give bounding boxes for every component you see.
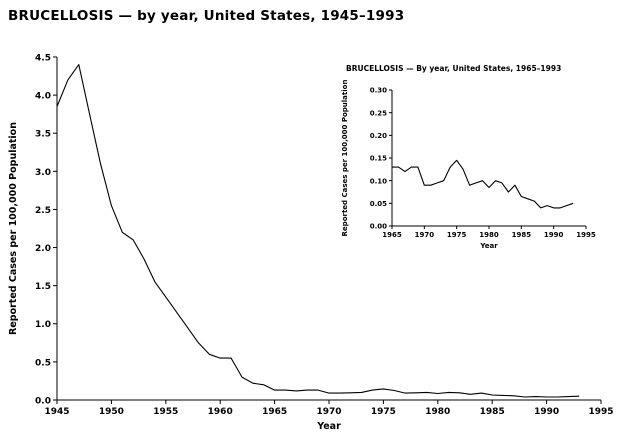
svg-text:4.0: 4.0 <box>35 92 51 102</box>
svg-text:1960: 1960 <box>208 407 233 417</box>
svg-text:1950: 1950 <box>99 407 124 417</box>
svg-text:1985: 1985 <box>512 231 532 239</box>
svg-text:0.15: 0.15 <box>370 155 387 163</box>
svg-text:1.5: 1.5 <box>35 282 51 292</box>
svg-text:Reported Cases per 100,000 Pop: Reported Cases per 100,000 Population <box>8 122 19 335</box>
svg-text:Reported Cases per 100,000 Pop: Reported Cases per 100,000 Population <box>341 80 349 237</box>
svg-text:1.0: 1.0 <box>35 320 51 330</box>
svg-text:1995: 1995 <box>576 231 596 239</box>
svg-text:2.0: 2.0 <box>35 244 51 254</box>
svg-text:BRUCELLOSIS — By year, United: BRUCELLOSIS — By year, United States, 19… <box>346 64 561 73</box>
svg-text:3.0: 3.0 <box>35 168 51 178</box>
svg-text:0.20: 0.20 <box>370 132 387 140</box>
svg-text:1995: 1995 <box>588 407 613 417</box>
svg-text:Year: Year <box>479 242 498 250</box>
svg-text:2.5: 2.5 <box>35 206 51 216</box>
svg-text:1990: 1990 <box>534 407 559 417</box>
svg-text:0.05: 0.05 <box>370 200 387 208</box>
svg-text:1970: 1970 <box>316 407 341 417</box>
svg-text:1965: 1965 <box>262 407 287 417</box>
svg-text:0.5: 0.5 <box>35 358 51 368</box>
svg-text:0.0: 0.0 <box>35 396 51 406</box>
inset-line-chart: 1965 1970 1975 1980 1985 1990 1995 0.00 0.05 0.10… <box>338 58 598 260</box>
svg-text:0.25: 0.25 <box>370 109 387 117</box>
svg-text:1975: 1975 <box>447 231 467 239</box>
svg-text:1980: 1980 <box>479 231 499 239</box>
svg-text:1980: 1980 <box>425 407 450 417</box>
svg-text:Year: Year <box>316 421 341 432</box>
page-title: BRUCELLOSIS — by year, United States, 19… <box>8 8 405 24</box>
svg-text:0.00: 0.00 <box>370 223 387 231</box>
svg-text:1945: 1945 <box>44 407 69 417</box>
svg-text:1990: 1990 <box>544 231 564 239</box>
svg-text:1970: 1970 <box>415 231 435 239</box>
svg-text:1985: 1985 <box>480 407 505 417</box>
svg-text:1955: 1955 <box>153 407 178 417</box>
svg-text:0.30: 0.30 <box>370 87 387 95</box>
svg-text:1965: 1965 <box>382 231 402 239</box>
svg-text:1975: 1975 <box>371 407 396 417</box>
svg-text:3.5: 3.5 <box>35 130 51 140</box>
svg-text:0.10: 0.10 <box>370 177 387 185</box>
svg-text:4.5: 4.5 <box>35 53 51 63</box>
